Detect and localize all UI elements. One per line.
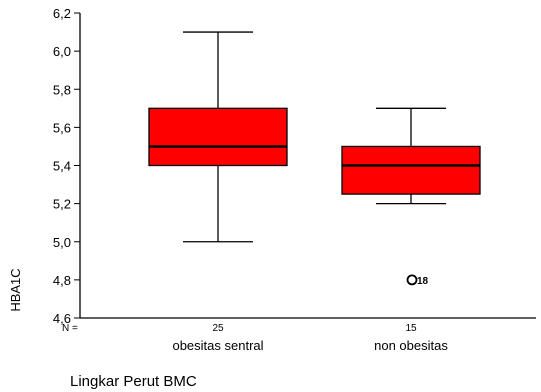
y-tick-label: 5,0 [53,235,71,250]
y-tick-label: 5,2 [53,197,71,212]
box [148,107,288,167]
y-tick-label: 5,4 [53,159,71,174]
y-tick-label: 5,8 [53,82,71,97]
y-tick-label: 5,6 [53,120,71,135]
n-count-label: 15 [405,323,417,334]
box [341,145,481,195]
n-count-label: 25 [212,323,224,334]
x-axis-label: Lingkar Perut BMC [70,373,197,390]
outlier-label: 18 [417,276,429,287]
y-tick-label: 6,2 [53,6,71,21]
plot-area: 4,6 4,8 5,0 5,2 5,4 5,6 5,8 6,0 6,2 25 obesitas se… [53,6,536,353]
outlier-point [406,274,418,286]
y-tick-label: 4,6 [53,311,71,326]
x-tick-label: non obesitas [374,338,448,353]
n-label: N = [62,323,78,334]
y-tick-label: 6,0 [53,44,71,59]
y-tick-label: 4,8 [53,273,71,288]
y-axis-label: HBA1C [8,268,23,311]
x-tick-label: obesitas sentral [172,338,263,353]
